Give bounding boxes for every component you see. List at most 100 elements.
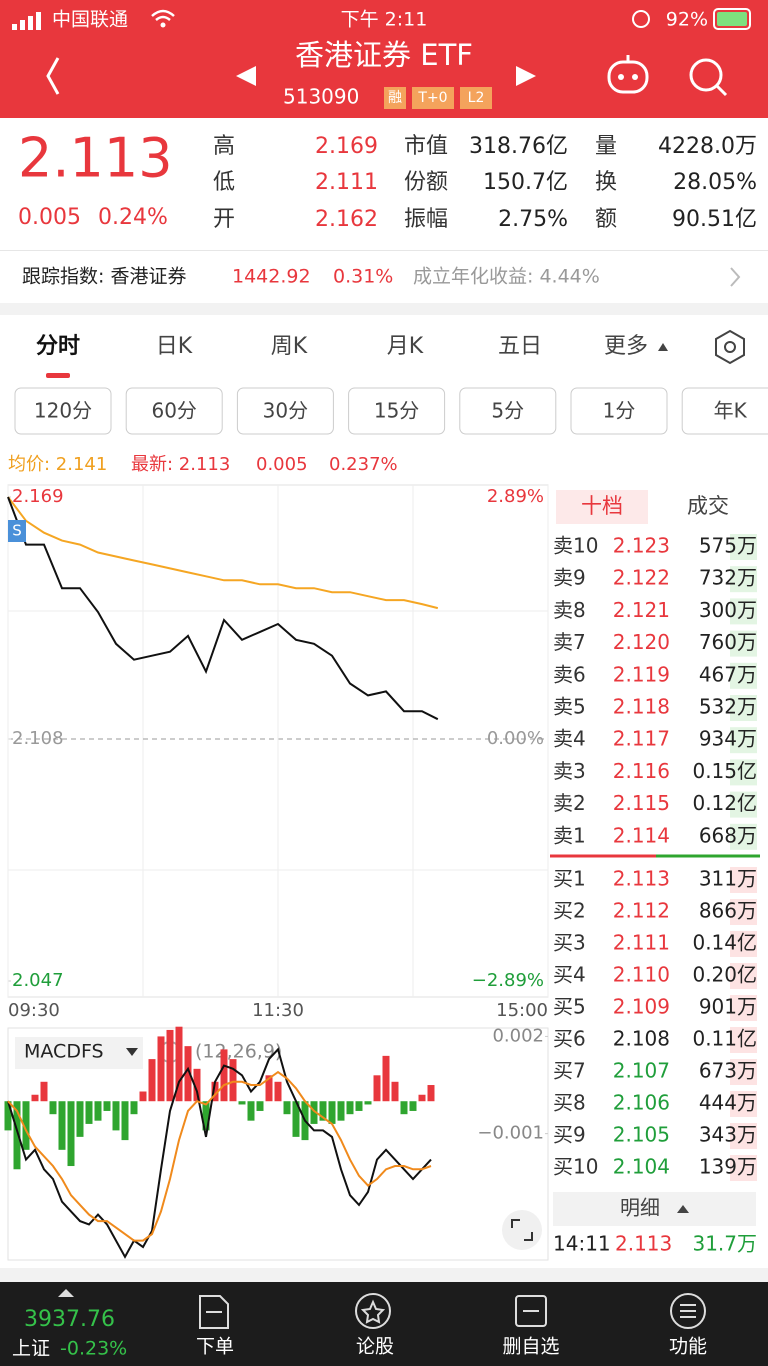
indicator-name: MACDFS (24, 1041, 104, 1063)
tab[interactable]: 周K (271, 334, 308, 359)
price-change: 0.005 (18, 205, 81, 230)
macd-bar (310, 1101, 318, 1124)
expand-arrow[interactable] (58, 1289, 74, 1297)
book-tab[interactable]: 成交 (687, 494, 729, 518)
book-level: 买2 (553, 899, 586, 923)
stat-value: 2.75% (498, 207, 568, 232)
y2-tick-label: 2.89% (487, 486, 544, 507)
volume-bar (730, 1123, 757, 1149)
book-level: 买3 (553, 931, 586, 955)
search-button[interactable] (689, 58, 728, 97)
x-tick-label: 15:00 (496, 1000, 548, 1021)
stat-label: 量 (595, 134, 617, 159)
divider (0, 250, 768, 251)
book-price: 2.121 (613, 598, 670, 622)
annual-return: 成立年化收益: 4.44% (413, 266, 600, 288)
macd-bar (4, 1101, 12, 1131)
chevron[interactable] (730, 267, 741, 287)
settings-button[interactable] (715, 329, 745, 365)
price-line (7, 496, 439, 721)
avg-price: 均价: 2.141 (8, 454, 107, 475)
nav-item[interactable]: 删自选 (502, 1336, 559, 1358)
signal-icon (12, 12, 41, 30)
book-price: 2.119 (613, 662, 670, 686)
badge: 融 (388, 90, 402, 106)
stat-value: 2.169 (315, 134, 378, 159)
volume-bar (730, 995, 757, 1021)
sort-arrow (677, 1205, 689, 1213)
stat-value: 150.7亿 (483, 170, 568, 195)
carrier: 中国联通 (52, 9, 128, 31)
book-level: 卖7 (553, 630, 586, 654)
macd-bar (418, 1094, 426, 1102)
nav-item[interactable]: 功能 (669, 1336, 707, 1358)
book-volume: 467万 (699, 662, 757, 686)
macd-bar (346, 1101, 354, 1115)
next-button[interactable] (516, 66, 536, 86)
robot-button[interactable] (607, 55, 649, 94)
nav-item[interactable]: 下单 (196, 1336, 234, 1358)
volume-bar (730, 867, 757, 893)
trade-time: 14:11 (553, 1232, 611, 1256)
macd-bar (238, 1101, 246, 1105)
book-level: 买10 (553, 1155, 598, 1179)
volume-bar (730, 598, 757, 625)
back-button[interactable] (46, 57, 60, 95)
detail-header-bg[interactable] (553, 1192, 756, 1226)
indicator-selector[interactable] (15, 1037, 143, 1069)
book-level: 卖10 (553, 534, 598, 558)
period-button[interactable] (236, 387, 334, 435)
badge: T+0 (417, 90, 447, 106)
book-price: 2.122 (613, 566, 670, 590)
fullscreen-button[interactable] (502, 1210, 542, 1250)
market-index-name: 上证 (12, 1338, 50, 1360)
macd-bar (229, 1059, 237, 1102)
macd-bar (148, 1059, 156, 1102)
book-level: 卖1 (553, 823, 586, 847)
book-level: 买4 (553, 963, 586, 987)
macd-bar (220, 1049, 228, 1102)
macd-line (7, 1047, 432, 1259)
period-button[interactable] (348, 387, 446, 435)
detail-header[interactable]: 明细 (620, 1196, 660, 1220)
volume-bar (730, 963, 757, 989)
macd-bar (247, 1101, 255, 1121)
period-button[interactable] (125, 387, 223, 435)
macd-bar (184, 1046, 192, 1102)
period-button[interactable] (570, 387, 668, 435)
macd-bar (202, 1101, 210, 1131)
badge-bg (460, 87, 492, 109)
volume-bar (730, 823, 757, 850)
period-button[interactable] (459, 387, 557, 435)
book-tab[interactable]: 十档 (581, 494, 623, 518)
stat-value: 4228.0万 (658, 134, 757, 159)
macd-bar (256, 1101, 264, 1111)
tab[interactable]: 更多 (604, 334, 648, 359)
book-volume: 760万 (699, 630, 757, 654)
book-volume: 0.11亿 (692, 1027, 757, 1051)
badge: L2 (468, 90, 485, 106)
tab[interactable]: 分时 (36, 334, 80, 359)
period-button[interactable] (681, 387, 768, 435)
tab[interactable]: 月K (387, 334, 424, 359)
macd-bar (211, 1081, 219, 1102)
tab[interactable]: 日K (156, 334, 193, 359)
book-price: 2.108 (613, 1027, 670, 1051)
period-button[interactable] (14, 387, 112, 435)
period-label: 5分 (491, 399, 524, 423)
book-level: 卖2 (553, 791, 586, 815)
nav-item[interactable]: 论股 (356, 1336, 394, 1358)
period-label: 60分 (151, 399, 196, 423)
book-price: 2.113 (613, 867, 670, 891)
prev-button[interactable] (236, 66, 256, 86)
period-label: 1分 (603, 399, 636, 423)
book-volume: 673万 (699, 1059, 757, 1083)
stat-label: 开 (213, 207, 235, 232)
macd-bar (364, 1101, 372, 1105)
book-level: 卖4 (553, 727, 586, 751)
tab[interactable]: 五日 (498, 334, 542, 359)
book-level: 卖9 (553, 566, 586, 590)
macd-bar (166, 1029, 174, 1102)
macd-bar (319, 1101, 327, 1121)
